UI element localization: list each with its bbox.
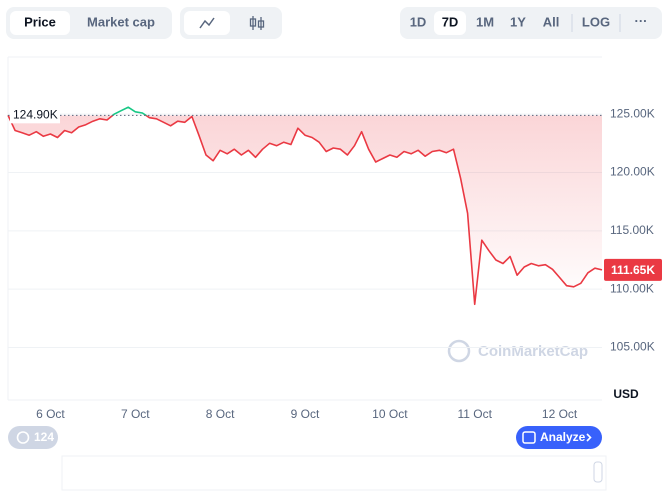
more-button[interactable]: ··· (635, 13, 648, 28)
x-tick-label: 7 Oct (121, 407, 150, 421)
line-icon (199, 17, 215, 29)
range-button[interactable]: 7D (442, 14, 459, 29)
view-button[interactable]: Market cap (87, 14, 155, 29)
clock-icon (16, 431, 30, 444)
x-tick-label: 9 Oct (291, 407, 320, 421)
x-tick-label: 6 Oct (36, 407, 65, 421)
range-button[interactable]: 1Y (510, 14, 526, 29)
view-button[interactable]: Price (24, 14, 56, 29)
log-button[interactable]: LOG (582, 14, 610, 29)
analyze-button[interactable] (516, 426, 602, 449)
watermark: CoinMarketCap (478, 343, 588, 360)
analyze-icon (522, 431, 536, 444)
reference-label: 124.90K (13, 108, 58, 122)
y-tick-label: 120.00K (610, 165, 655, 179)
range-button[interactable]: 1M (476, 14, 494, 29)
range-button[interactable]: 1D (410, 14, 427, 29)
badge-count: 124 (34, 430, 54, 444)
price-tag (604, 258, 662, 281)
watermark-logo (447, 339, 471, 363)
y-tick-label: 125.00K (610, 106, 655, 120)
price-line (7, 106, 603, 306)
price-area (8, 115, 602, 305)
candle-icon[interactable] (249, 16, 265, 30)
navigator (61, 455, 607, 491)
chevron (586, 433, 592, 442)
view-selected (10, 11, 70, 35)
y-tick-label: 110.00K (610, 281, 654, 295)
x-tick-label: 10 Oct (372, 407, 408, 421)
x-tick-label: 12 Oct (542, 407, 578, 421)
currency-label: USD (613, 387, 639, 401)
x-tick-label: 8 Oct (206, 407, 235, 421)
y-tick-label: 105.00K (610, 340, 655, 354)
range-button[interactable]: All (543, 14, 560, 29)
analyze-label[interactable]: Analyze (540, 430, 586, 444)
range-selected (434, 11, 466, 35)
price-tag-label: 111.65K (611, 263, 655, 277)
y-tick-label: 115.00K (610, 223, 654, 237)
x-tick-label: 11 Oct (457, 407, 492, 421)
reference-label-bg (10, 107, 60, 124)
navigator-handle[interactable] (593, 461, 603, 483)
